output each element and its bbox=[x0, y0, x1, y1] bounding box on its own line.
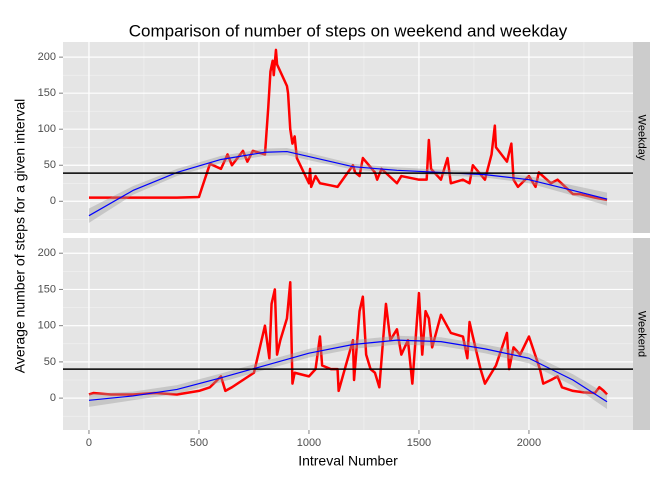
y-tick-label: 50 bbox=[44, 356, 56, 368]
y-tick-label: 200 bbox=[38, 51, 56, 63]
x-axis-label: Intreval Number bbox=[298, 453, 398, 469]
chart-title: Comparison of number of steps on weekend… bbox=[129, 21, 568, 40]
panel-background bbox=[63, 238, 633, 430]
x-tick-label: 1500 bbox=[407, 437, 431, 449]
smooth-line bbox=[88, 339, 608, 403]
x-tick-label: 2000 bbox=[517, 437, 541, 449]
x-tick-label: 500 bbox=[190, 437, 208, 449]
facet-strip bbox=[633, 238, 650, 430]
y-tick-label: 150 bbox=[38, 87, 56, 99]
facet-label: Weekend bbox=[636, 311, 648, 357]
x-tick-label: 0 bbox=[86, 437, 92, 449]
confidence-band bbox=[88, 147, 608, 223]
facet-label: Weekday bbox=[636, 115, 648, 161]
y-tick-label: 0 bbox=[50, 195, 56, 207]
y-tick-label: 100 bbox=[38, 320, 56, 332]
data-line bbox=[88, 280, 608, 396]
smooth-line bbox=[88, 150, 608, 217]
y-axis-label: Average number of steps for a given inte… bbox=[12, 99, 28, 373]
panel-background bbox=[63, 42, 633, 233]
y-tick-label: 150 bbox=[38, 283, 56, 295]
y-tick-label: 100 bbox=[38, 123, 56, 135]
y-tick-label: 200 bbox=[38, 247, 56, 259]
y-tick-label: 0 bbox=[50, 392, 56, 404]
facet-strip bbox=[633, 42, 650, 233]
y-tick-label: 50 bbox=[44, 159, 56, 171]
x-tick-label: 1000 bbox=[297, 437, 321, 449]
